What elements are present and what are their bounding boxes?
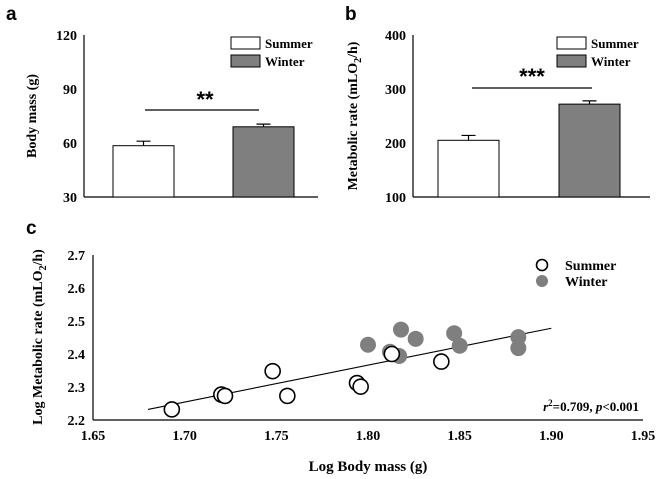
legend-swatch-winter-b [556, 54, 587, 68]
series-summer [163, 345, 450, 418]
legend-marker-summer-c [535, 258, 549, 272]
winter-point [360, 336, 376, 353]
y-tick-label-b: 300 [385, 83, 406, 98]
y-axis-label-b-tail: /h) [346, 41, 361, 59]
r-value: =0.709, [553, 399, 596, 414]
y-axis-label-c-sub: 2 [38, 265, 49, 270]
legend-label-summer-b: Summer [591, 36, 639, 51]
y-tick-label-c: 2.5 [68, 315, 86, 330]
x-tick-label-c: 1.65 [81, 429, 106, 444]
y-axis-label-b-sub: 2 [353, 58, 364, 63]
x-tick-label-c: 1.75 [264, 429, 289, 444]
y-ticks-b: 100 200 300 400 [385, 29, 406, 206]
y-tick-label-c: 2.6 [68, 282, 86, 297]
series-winter [360, 321, 527, 364]
y-ticks-a: 30 60 90 120 [56, 29, 77, 206]
legend-marker-winter-c [536, 275, 548, 287]
x-ticks-c: 1.65 1.70 1.75 1.80 1.85 1.90 1.95 [81, 429, 656, 444]
legend-label-winter-c: Winter [565, 275, 608, 290]
y-tick-label-b: 100 [385, 191, 406, 206]
x-tick-label-c: 1.90 [539, 429, 564, 444]
legend-swatch-summer-a [230, 36, 261, 50]
y-tick-label-a: 120 [56, 29, 77, 44]
y-axis-label-a: Body mass (g) [25, 74, 40, 158]
winter-point [407, 330, 424, 347]
regression-stats: r2=0.709, p<0.001 [543, 398, 639, 414]
y-tick-label-c: 2.3 [68, 381, 86, 396]
y-tick-label-c: 2.4 [68, 348, 86, 363]
legend-label-winter-b: Winter [591, 54, 631, 69]
regression-line [147, 327, 552, 410]
panel-b: b 100 200 300 400 Metabolic rate (mLO2/h… [345, 4, 650, 206]
summer-point [279, 387, 296, 405]
p-value: <0.001 [602, 399, 639, 414]
bar-summer-b [437, 139, 500, 198]
y-tick-label-a: 90 [63, 83, 77, 98]
legend-label-summer-c: Summer [565, 259, 616, 274]
r-superscript: 2 [548, 398, 553, 408]
panel-c: c 2.2 2.3 2.4 2.5 2.6 2.7 1.65 1.70 1.75… [26, 218, 655, 475]
summer-point [163, 401, 181, 418]
r-symbol: r [543, 399, 549, 414]
x-tick-label-c: 1.80 [356, 429, 381, 444]
summer-point [383, 345, 401, 363]
x-tick-label-c: 1.70 [172, 429, 197, 444]
x-tick-label-c: 1.85 [447, 429, 472, 444]
error-bar-summer-a [136, 140, 151, 146]
x-tick-label-c: 1.95 [631, 429, 656, 444]
winter-point [510, 340, 527, 357]
y-axis-label-b-main: Metabolic rate (mLO [346, 63, 361, 191]
summer-point [352, 378, 369, 395]
legend-a: Summer Winter [230, 36, 313, 69]
winter-point [451, 337, 468, 354]
legend-swatch-winter-a [230, 54, 261, 68]
panel-label-c: c [26, 218, 37, 239]
error-bar-summer-b [461, 134, 476, 141]
y-axis-label-c: Log Metabolic rate (mLO2/h) [31, 249, 49, 425]
y-tick-label-b: 200 [385, 137, 406, 152]
y-tick-label-a: 60 [63, 137, 77, 152]
legend-label-winter-a: Winter [265, 54, 305, 69]
y-tick-label-c: 2.7 [68, 249, 86, 264]
panel-a: a 30 60 90 120 Body mass (g) ** Summer W… [6, 4, 318, 206]
y-axis-label-c-main: Log Metabolic rate (mLO [31, 270, 46, 424]
panel-label-b: b [345, 4, 357, 25]
winter-point [393, 321, 409, 338]
legend-swatch-summer-b [556, 36, 587, 50]
summer-point [264, 362, 281, 380]
bar-winter-b [558, 103, 621, 198]
x-axis-label-c: Log Body mass (g) [309, 459, 428, 475]
y-axis-label-b: Metabolic rate (mLO2/h) [346, 41, 364, 190]
significance-marker-a: ** [196, 87, 214, 112]
error-bar-winter-b [582, 100, 597, 105]
y-tick-label-c: 2.2 [68, 414, 86, 429]
summer-point [433, 353, 450, 370]
bar-summer-a [112, 145, 175, 198]
significance-marker-b: *** [519, 64, 545, 89]
panel-label-a: a [6, 4, 17, 25]
legend-b: Summer Winter [556, 36, 639, 69]
bar-winter-a [232, 126, 295, 198]
legend-label-summer-a: Summer [265, 36, 313, 51]
legend-c: Summer Winter [535, 258, 616, 290]
p-symbol: p [595, 399, 603, 414]
y-axis-label-c-tail: /h) [31, 249, 46, 267]
y-tick-label-b: 400 [385, 29, 406, 44]
y-tick-label-a: 30 [63, 191, 77, 206]
y-ticks-c: 2.2 2.3 2.4 2.5 2.6 2.7 [68, 249, 86, 429]
summer-point [216, 387, 234, 405]
error-bar-winter-a [256, 123, 271, 127]
